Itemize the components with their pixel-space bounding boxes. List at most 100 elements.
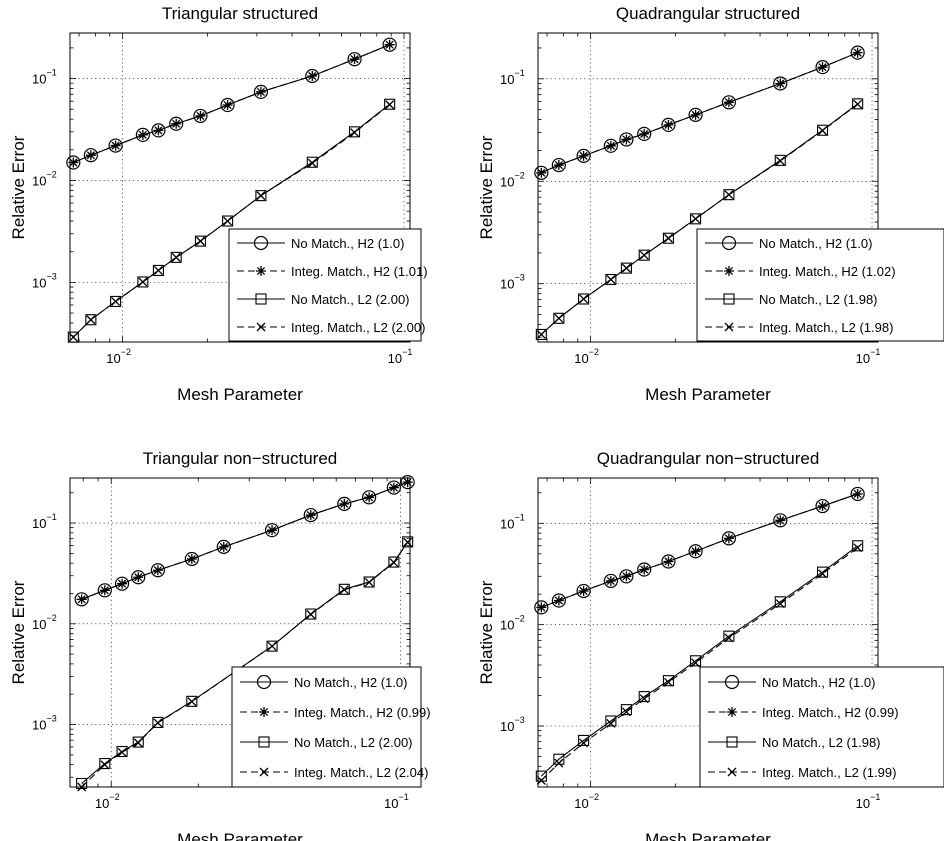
data-point [621,571,632,582]
data-point [554,758,564,768]
legend-label: No Match., H2 (1.0) [759,236,872,251]
data-point [264,523,280,538]
data-point [400,474,415,490]
data-point [133,738,143,748]
chart-title: Quadrangular non−structured [597,449,820,468]
legend-marker [724,674,740,690]
data-point [663,677,673,687]
data-point [662,232,674,244]
x-tick-label: 10−1 [388,347,413,366]
data-point [852,488,863,499]
data-point [619,132,634,147]
grid [70,33,410,342]
legend-item: No Match., H2 (1.0) [708,674,875,690]
data-point [218,541,229,552]
data-point [691,214,701,224]
data-point [131,570,146,585]
data-point [850,486,865,502]
data-point [116,745,128,758]
legend-label: No Match., H2 (1.0) [294,675,407,690]
legend-box [696,228,944,342]
series-line [81,481,408,600]
data-point [724,633,734,643]
data-point [74,592,89,607]
data-point [99,585,110,596]
legend-marker [256,322,266,332]
data-point [603,573,618,589]
data-point [349,54,360,65]
data-point [817,501,828,512]
legend: No Match., H2 (1.0) Integ. Match., H2 (1.… [228,228,428,342]
data-point [117,578,128,589]
data-point [661,554,676,569]
data-point [534,600,549,615]
data-point [551,157,566,173]
data-point [579,294,589,304]
data-point [267,525,278,536]
legend-item: No Match., L2 (2.00) [237,292,410,307]
data-point [67,331,79,343]
data-point [153,265,163,275]
y-tick-label: 10−2 [32,169,57,188]
x-tick-label: 10−1 [856,792,881,811]
data-point [85,150,96,161]
data-point [852,98,864,110]
data-point [386,480,401,495]
data-point [195,236,205,246]
data-point [255,86,266,97]
data-point [186,695,198,707]
x-tick-label: 10−2 [574,792,599,811]
x-tick-label: 10−2 [95,792,120,811]
x-tick-label: 10−2 [574,347,599,366]
data-point [663,233,673,243]
legend-box [231,666,422,788]
data-point [216,539,231,554]
data-point [66,155,81,170]
legend-label: Integ. Match., H2 (1.01) [291,264,428,279]
data-point [152,716,164,728]
data-point [606,718,616,728]
y-axis-label: Relative Error [477,135,496,239]
data-point [662,675,674,687]
legend-label: No Match., L2 (2.00) [294,735,413,750]
data-point [133,572,144,583]
data-point [152,565,163,576]
data-point [153,718,163,728]
data-point [110,295,122,307]
legend-label: No Match., H2 (1.0) [291,236,404,251]
legend: No Match., H2 (1.0) Integ. Match., H2 (0.… [231,666,431,788]
legend-marker [256,266,266,276]
data-point [306,156,318,168]
data-point [690,546,701,557]
data-point [171,118,182,129]
legend-marker [721,235,737,251]
data-point [773,76,788,91]
data-point [853,99,863,109]
y-tick-label: 10−1 [500,512,525,531]
series-line [541,52,858,174]
data-point [536,167,547,178]
data-point [621,707,631,717]
legend-item: Integ. Match., H2 (1.01) [237,264,428,279]
y-tick-label: 10−1 [500,68,525,87]
data-point [255,190,267,202]
chart-panel-4: 10−2 10−1 10−3 10−2 10−1 Quadrangular non−str… [477,449,944,841]
legend-label: No Match., L2 (1.98) [759,292,878,307]
data-point [774,596,786,608]
data-point [775,78,786,89]
legend-label: Integ. Match., H2 (1.02) [759,264,896,279]
legend-label: Integ. Match., L2 (1.99) [762,765,896,780]
legend-marker [259,707,269,717]
legend-marker [726,736,738,748]
y-tick-label: 10−3 [500,273,525,292]
legend-label: Integ. Match., L2 (2.00) [291,320,425,335]
y-tick-label: 10−1 [32,68,57,87]
data-point [153,125,164,136]
legend-item: No Match., H2 (1.0) [237,235,404,251]
data-point [222,100,233,111]
data-point [403,537,413,547]
data-point [193,108,208,124]
data-point [620,704,632,716]
data-point [606,275,616,284]
chart-title: Quadrangular structured [616,4,800,23]
